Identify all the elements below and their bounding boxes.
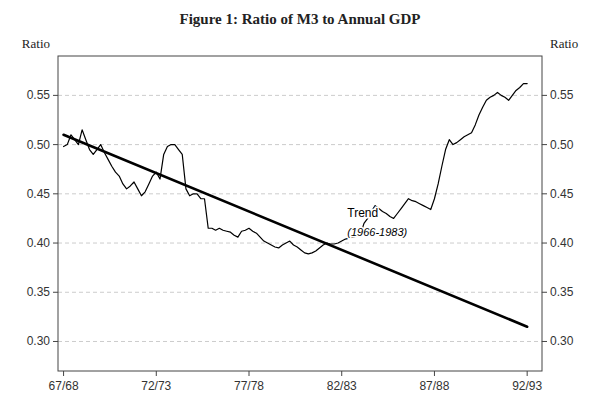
x-axis: 67/68 72/73 77/78 82/83 87/88 92/93 xyxy=(49,371,543,393)
annotations: Trend (1966-1983) xyxy=(347,206,407,238)
y2-tick xyxy=(542,144,547,145)
y-tick-label: 0.30 xyxy=(27,334,51,348)
y-axis-label: Ratio xyxy=(22,36,50,51)
x-tick-label: 67/68 xyxy=(49,379,79,393)
x-tick xyxy=(341,371,342,376)
y2-tick-label: 0.45 xyxy=(550,187,574,201)
x-tick xyxy=(434,371,435,376)
y-tick xyxy=(53,95,58,96)
x-tick xyxy=(63,371,64,376)
background xyxy=(0,0,600,411)
y-tick-label: 0.55 xyxy=(27,88,51,102)
annotation: (1966-1983) xyxy=(347,226,407,238)
grid-line xyxy=(58,193,542,194)
x-tick-label: 72/73 xyxy=(141,379,171,393)
y2-tick-label: 0.40 xyxy=(550,236,574,250)
x-tick xyxy=(527,371,528,376)
annotation: Trend xyxy=(347,206,378,220)
y-tick xyxy=(53,243,58,244)
y-tick-label: 0.45 xyxy=(27,187,51,201)
plot-frame xyxy=(58,56,542,371)
x-tick xyxy=(156,371,157,376)
grid-line xyxy=(58,95,542,96)
y2-tick-label: 0.55 xyxy=(550,88,574,102)
y2-tick xyxy=(542,243,547,244)
y2-tick-label: 0.50 xyxy=(550,138,574,152)
y-tick-label: 0.35 xyxy=(27,285,51,299)
title: Figure 1: Ratio of M3 to Annual GDP xyxy=(180,11,421,27)
data-line xyxy=(64,84,528,254)
y-tick xyxy=(53,193,58,194)
y2-tick xyxy=(542,193,547,194)
y2-tick xyxy=(542,95,547,96)
y2-tick-label: 0.30 xyxy=(550,334,574,348)
y2-axis: 0.30 0.35 0.40 0.45 0.50 0.55 xyxy=(542,88,574,348)
x-tick-label: 92/93 xyxy=(512,379,542,393)
grid-line xyxy=(58,341,542,342)
x-tick-label: 77/78 xyxy=(234,379,264,393)
y-axis: 0.30 0.35 0.40 0.45 0.50 0.55 xyxy=(27,88,58,348)
y-tick xyxy=(53,292,58,293)
y2-tick-label: 0.35 xyxy=(550,285,574,299)
y-tick xyxy=(53,144,58,145)
y2-axis-label: Ratio xyxy=(550,36,578,51)
y-tick-label: 0.40 xyxy=(27,236,51,250)
trend-line xyxy=(64,135,528,327)
x-tick-label: 87/88 xyxy=(419,379,449,393)
y-tick xyxy=(53,341,58,342)
grid-line xyxy=(58,292,542,293)
grid-line xyxy=(58,144,542,145)
plot-area xyxy=(64,84,528,327)
y2-tick xyxy=(542,341,547,342)
x-tick-label: 82/83 xyxy=(327,379,357,393)
grid-line xyxy=(58,243,542,244)
x-tick xyxy=(249,371,250,376)
chart: Figure 1: Ratio of M3 to Annual GDP 67/68… xyxy=(0,0,600,411)
grid xyxy=(58,95,542,341)
y-tick-label: 0.50 xyxy=(27,138,51,152)
y2-tick xyxy=(542,292,547,293)
